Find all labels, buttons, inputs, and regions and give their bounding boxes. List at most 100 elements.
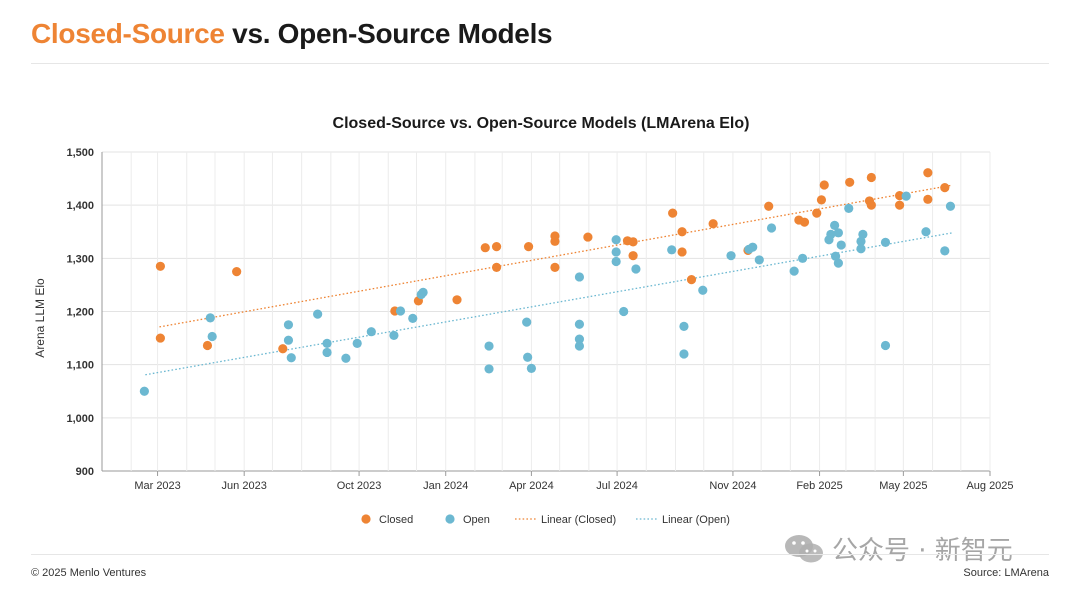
legend-label: Linear (Closed) <box>541 514 616 526</box>
closed-point <box>491 242 502 252</box>
closed-point <box>894 190 905 201</box>
closed-point <box>812 208 822 218</box>
closed-point <box>452 295 462 305</box>
open-point <box>844 203 854 213</box>
open-point <box>858 229 868 240</box>
chart-legend: Closed Open Linear (Closed) Linear (Open) <box>361 514 730 526</box>
watermark-text: 公众号 · 新智元 <box>832 536 1013 566</box>
closed-point <box>923 194 933 204</box>
open-point <box>139 386 149 396</box>
closed-point <box>278 344 288 354</box>
y-axis-ticks: 900 1,000 1,100 1,200 1,300 1,400 1,500 <box>66 147 94 478</box>
footer-divider <box>31 554 1049 555</box>
open-point <box>945 201 956 211</box>
closed-point <box>550 262 560 272</box>
trendline <box>145 232 953 376</box>
header-divider <box>31 63 1049 64</box>
open-point <box>611 235 621 245</box>
open-point <box>352 338 362 348</box>
closed-point <box>523 242 534 252</box>
open-point <box>484 364 494 374</box>
open-point <box>921 227 931 237</box>
open-point <box>631 264 641 274</box>
x-tick-label: Jan 2024 <box>423 480 468 492</box>
open-point <box>523 352 533 362</box>
closed-point <box>232 267 242 277</box>
open-point <box>698 285 708 295</box>
open-point <box>830 251 841 261</box>
open-point <box>836 240 846 250</box>
open-point <box>207 331 217 342</box>
closed-point <box>845 177 855 187</box>
y-axis-title: Arena LLM Elo <box>33 278 47 358</box>
legend-label: Closed <box>379 514 413 526</box>
open-point <box>322 338 332 348</box>
closed-point <box>202 340 213 351</box>
open-point <box>667 245 677 255</box>
open-point <box>574 319 585 329</box>
scatter-chart: Closed-Source vs. Open-Source Models (LM… <box>33 115 1014 526</box>
x-tick-label: Aug 2025 <box>966 480 1013 492</box>
open-point <box>574 341 585 351</box>
x-tick-label: Nov 2024 <box>709 480 756 492</box>
open-point <box>395 306 406 316</box>
open-point <box>679 349 689 359</box>
closed-point <box>819 180 829 190</box>
x-axis-ticks: Mar 2023 Jun 2023 Oct 2023 Jan 2024 Apr 2024… <box>134 471 1014 492</box>
open-point <box>789 266 799 276</box>
open-point <box>833 228 843 238</box>
closed-point <box>628 237 638 247</box>
y-tick-label: 1,100 <box>66 360 94 372</box>
open-point <box>826 229 836 240</box>
closed-point <box>764 201 774 211</box>
open-point <box>880 237 891 247</box>
open-point <box>880 340 891 351</box>
legend-marker <box>361 514 371 524</box>
x-tick-label: Jun 2023 <box>222 480 267 492</box>
open-point <box>726 251 736 261</box>
closed-point <box>677 247 687 257</box>
closed-point <box>480 243 490 253</box>
closed-point <box>668 208 678 218</box>
trendlines <box>145 184 953 376</box>
open-point <box>408 313 418 324</box>
y-tick-label: 1,200 <box>66 307 94 319</box>
x-tick-label: Oct 2023 <box>337 480 382 492</box>
closed-point <box>583 232 593 242</box>
footer-source: Source: LMArena <box>963 567 1049 579</box>
open-point <box>856 236 866 246</box>
open-point <box>611 247 621 257</box>
closed-point <box>866 172 876 183</box>
open-point <box>940 246 950 256</box>
open-point <box>798 253 808 263</box>
open-point <box>286 353 296 363</box>
closed-point <box>491 262 502 272</box>
page-title-rest: vs. Open-Source Models <box>224 18 553 49</box>
open-point <box>526 363 537 373</box>
x-tick-label: Mar 2023 <box>134 480 180 492</box>
closed-point <box>677 227 687 237</box>
open-point <box>679 321 689 331</box>
chart-grid <box>101 151 991 472</box>
page-title: Closed-Source vs. Open-Source Models <box>31 18 553 50</box>
legend-label: Linear (Open) <box>662 514 730 526</box>
open-point <box>418 287 428 297</box>
open-point <box>856 244 866 254</box>
open-point <box>833 258 843 268</box>
page-title-accent: Closed-Source <box>31 18 225 49</box>
closed-point <box>155 261 165 271</box>
open-point <box>901 191 911 201</box>
closed-point <box>155 333 165 343</box>
open-point <box>522 317 532 327</box>
closed-point <box>799 217 810 227</box>
open-point <box>748 242 758 252</box>
y-tick-label: 900 <box>76 466 94 478</box>
open-point <box>283 335 294 345</box>
y-tick-label: 1,500 <box>66 147 94 159</box>
wechat-icon <box>785 534 823 562</box>
x-tick-label: May 2025 <box>879 480 927 492</box>
x-tick-label: Jul 2024 <box>596 480 638 492</box>
open-point <box>484 341 494 351</box>
open-point <box>313 309 323 319</box>
y-tick-label: 1,400 <box>66 200 94 212</box>
